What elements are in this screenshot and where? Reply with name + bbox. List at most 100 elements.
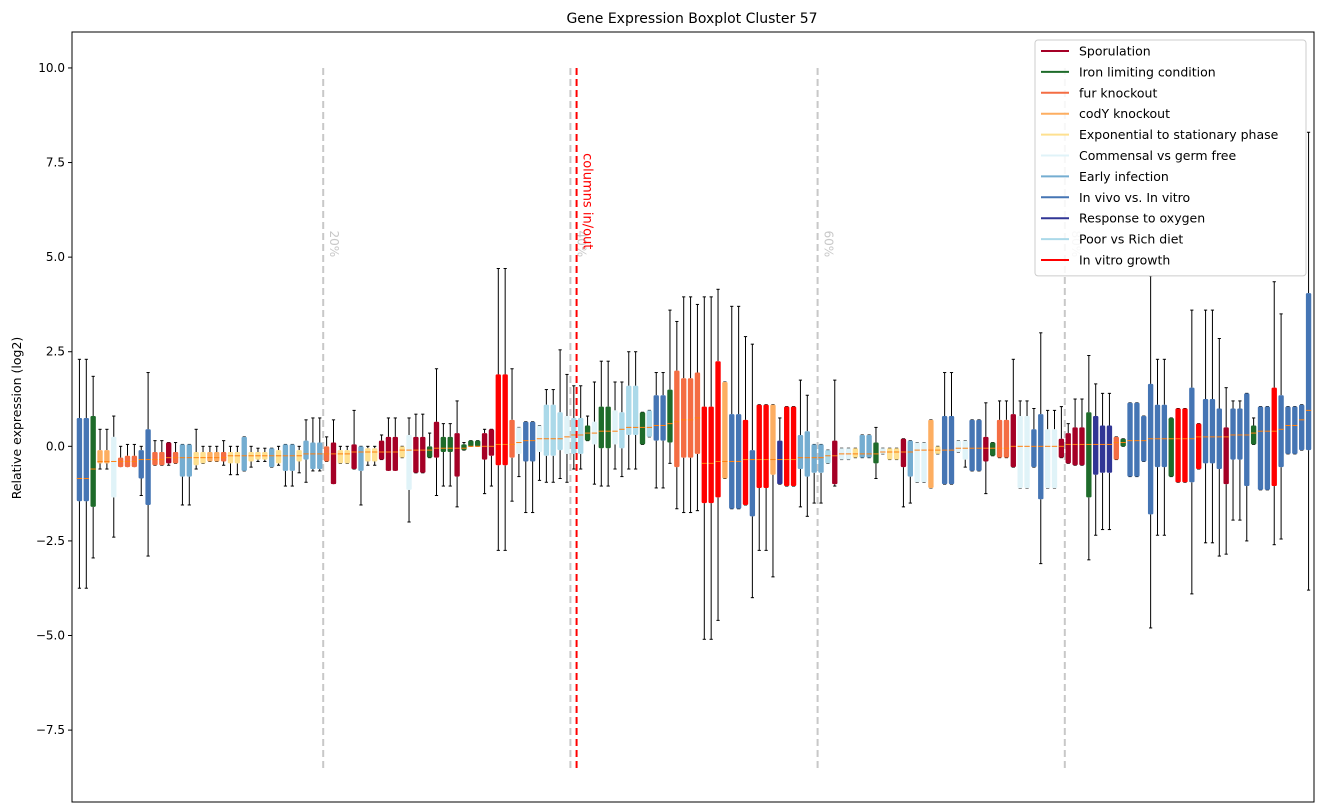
box-body	[502, 374, 508, 466]
box-127	[941, 372, 948, 485]
box-body	[612, 410, 618, 445]
y-tick-label: 5.0	[46, 250, 65, 264]
box-176	[1278, 313, 1284, 540]
box-136	[1003, 400, 1010, 459]
box-body	[626, 385, 632, 435]
box-body	[1038, 414, 1044, 500]
box-body	[873, 442, 879, 464]
box-144	[1058, 406, 1065, 459]
chart-title: Gene Expression Boxplot Cluster 57	[566, 11, 817, 27]
box-body	[420, 436, 426, 473]
box-118	[880, 447, 886, 455]
box-body	[440, 436, 447, 452]
box-body	[983, 436, 989, 462]
box-body	[1106, 425, 1113, 473]
box-body	[866, 434, 872, 458]
box-body	[914, 442, 920, 483]
box-body	[1161, 404, 1168, 468]
box-110	[825, 449, 831, 464]
box-body	[76, 417, 83, 502]
box-body	[289, 444, 295, 471]
box-body	[681, 378, 687, 458]
box-25	[241, 436, 247, 472]
box-body	[1141, 416, 1147, 462]
legend-label: codY knockout	[1079, 106, 1170, 121]
box-62	[495, 267, 501, 551]
box-170	[1237, 400, 1243, 521]
box-174	[1264, 406, 1271, 491]
box-body	[674, 370, 680, 468]
legend: Sporulation Iron limiting condition fur kn…	[1034, 39, 1307, 277]
box-body	[351, 444, 357, 470]
box-body	[214, 452, 220, 462]
box-23	[227, 445, 234, 476]
box-53	[433, 368, 440, 497]
box-8	[124, 443, 131, 468]
box-body	[159, 452, 165, 466]
box-body	[687, 378, 694, 458]
legend-label: Response to oxygen	[1079, 211, 1205, 226]
box-43	[365, 445, 371, 466]
box-86	[660, 372, 666, 489]
box-35	[310, 417, 316, 472]
box-body	[557, 412, 563, 451]
box-22	[220, 440, 227, 466]
box-body	[220, 452, 227, 462]
box-body	[667, 389, 673, 443]
box-body	[1051, 429, 1058, 488]
box-body	[337, 450, 344, 464]
box-103	[777, 417, 783, 485]
box-79	[612, 381, 618, 470]
box-72	[564, 373, 570, 483]
box-6	[111, 415, 117, 538]
columns-in-out-label: columns in/out	[580, 153, 595, 249]
box-58	[468, 440, 474, 447]
box-121	[900, 438, 907, 508]
box-body	[1223, 427, 1229, 485]
box-68	[536, 425, 543, 481]
box-19	[200, 445, 206, 464]
box-body	[152, 452, 158, 466]
box-body	[990, 442, 996, 456]
box-body	[564, 416, 570, 454]
box-167	[1216, 337, 1222, 557]
box-12	[152, 440, 158, 466]
box-body	[1044, 429, 1051, 488]
box-159	[1161, 358, 1168, 536]
box-body	[193, 452, 199, 466]
box-135	[996, 400, 1003, 459]
box-160	[1168, 417, 1174, 478]
box-147	[1079, 398, 1085, 466]
box-112	[838, 447, 845, 461]
box-14	[166, 442, 172, 466]
box-body	[509, 419, 515, 458]
box-1	[76, 358, 83, 589]
box-156	[1141, 415, 1147, 462]
box-body	[1154, 404, 1161, 468]
box-142	[1044, 409, 1051, 489]
box-body	[303, 440, 309, 460]
box-99	[749, 343, 756, 599]
box-body	[770, 404, 776, 475]
box-161	[1175, 407, 1181, 483]
box-104	[784, 406, 790, 487]
box-body	[365, 448, 371, 462]
box-60	[481, 428, 488, 495]
box-body	[955, 440, 962, 452]
box-123	[914, 442, 920, 483]
box-151	[1106, 392, 1113, 531]
box-80	[619, 381, 625, 478]
box-74	[578, 385, 584, 470]
legend-label: In vivo vs. In vitro	[1079, 190, 1190, 205]
box-179	[1299, 404, 1305, 451]
box-body	[893, 448, 900, 460]
box-body	[145, 429, 151, 505]
box-92	[701, 296, 707, 640]
box-108	[811, 443, 817, 504]
box-body	[777, 440, 783, 485]
box-body	[1175, 408, 1181, 483]
box-body	[461, 444, 467, 451]
box-body	[179, 444, 186, 477]
box-body	[701, 406, 707, 504]
